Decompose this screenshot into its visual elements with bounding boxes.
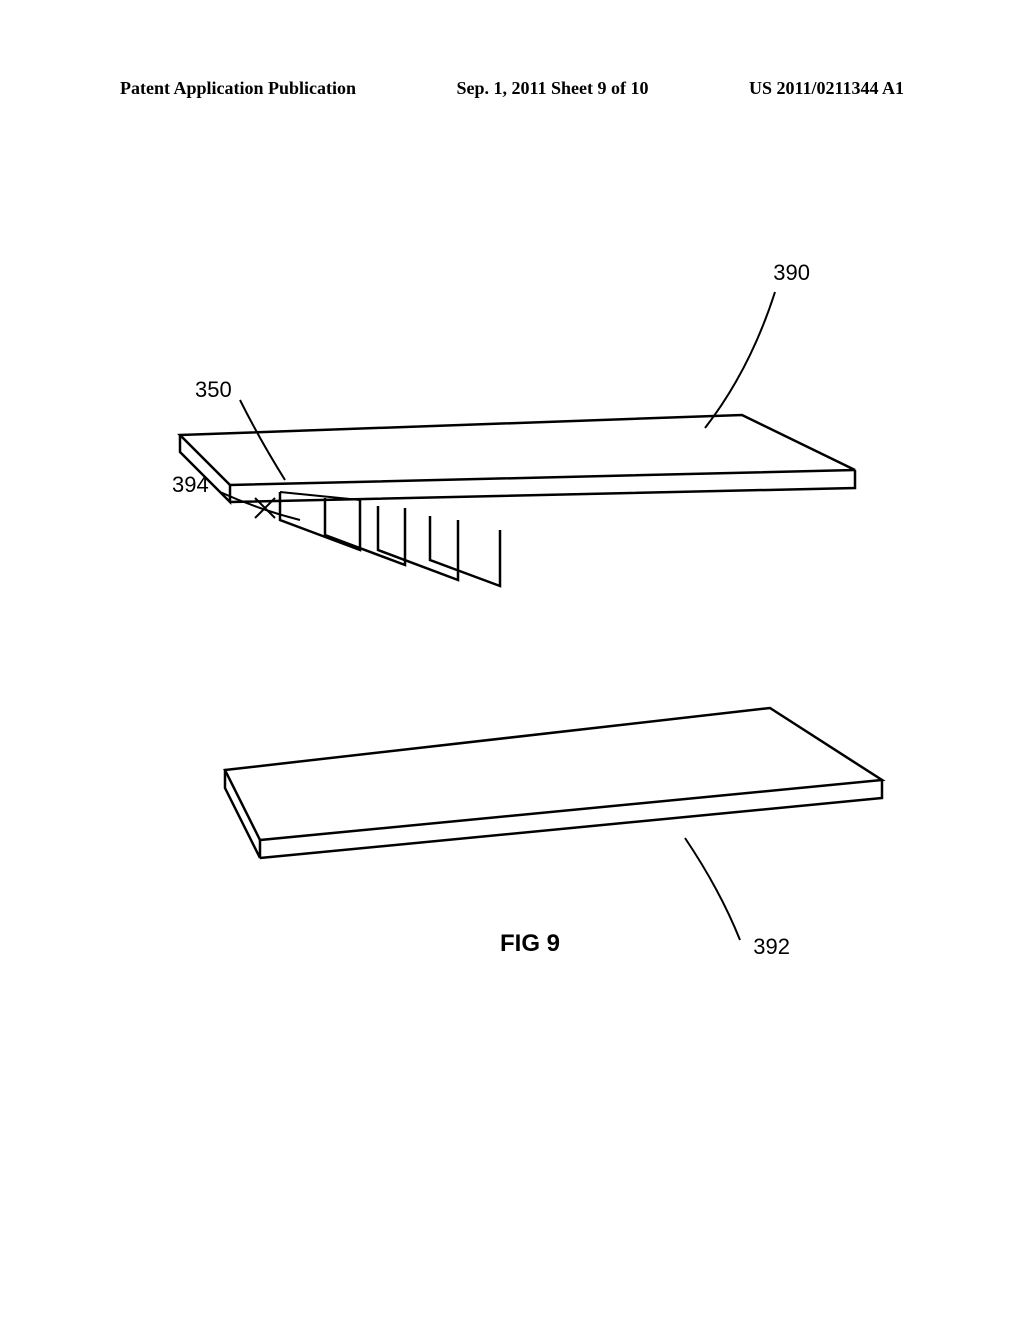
figure-9: 390 350 394 392 FIG 9	[130, 240, 890, 960]
header-pub-number: US 2011/0211344 A1	[749, 78, 904, 99]
header-date-sheet: Sep. 1, 2011 Sheet 9 of 10	[456, 78, 648, 99]
ref-label-392: 392	[753, 934, 790, 960]
patent-header: Patent Application Publication Sep. 1, 2…	[120, 78, 904, 99]
figure-caption: FIG 9	[500, 930, 560, 958]
ref-label-350: 350	[195, 377, 232, 403]
header-pub-type: Patent Application Publication	[120, 78, 356, 99]
figure-drawing	[130, 240, 890, 960]
ref-label-390: 390	[773, 260, 810, 286]
ref-label-394: 394	[172, 472, 209, 498]
